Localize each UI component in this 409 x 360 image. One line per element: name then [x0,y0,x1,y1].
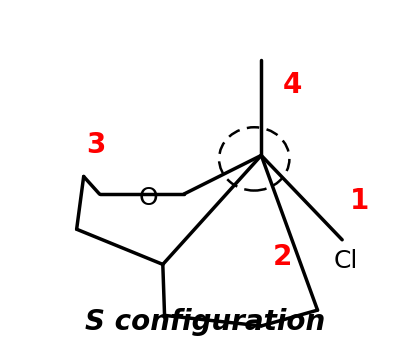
Text: 3: 3 [86,131,106,159]
Text: Cl: Cl [333,249,357,273]
Text: O: O [139,186,158,210]
Text: S configuration: S configuration [85,309,324,337]
Text: 2: 2 [272,243,291,271]
Text: 4: 4 [283,71,302,99]
Text: 1: 1 [349,187,369,215]
